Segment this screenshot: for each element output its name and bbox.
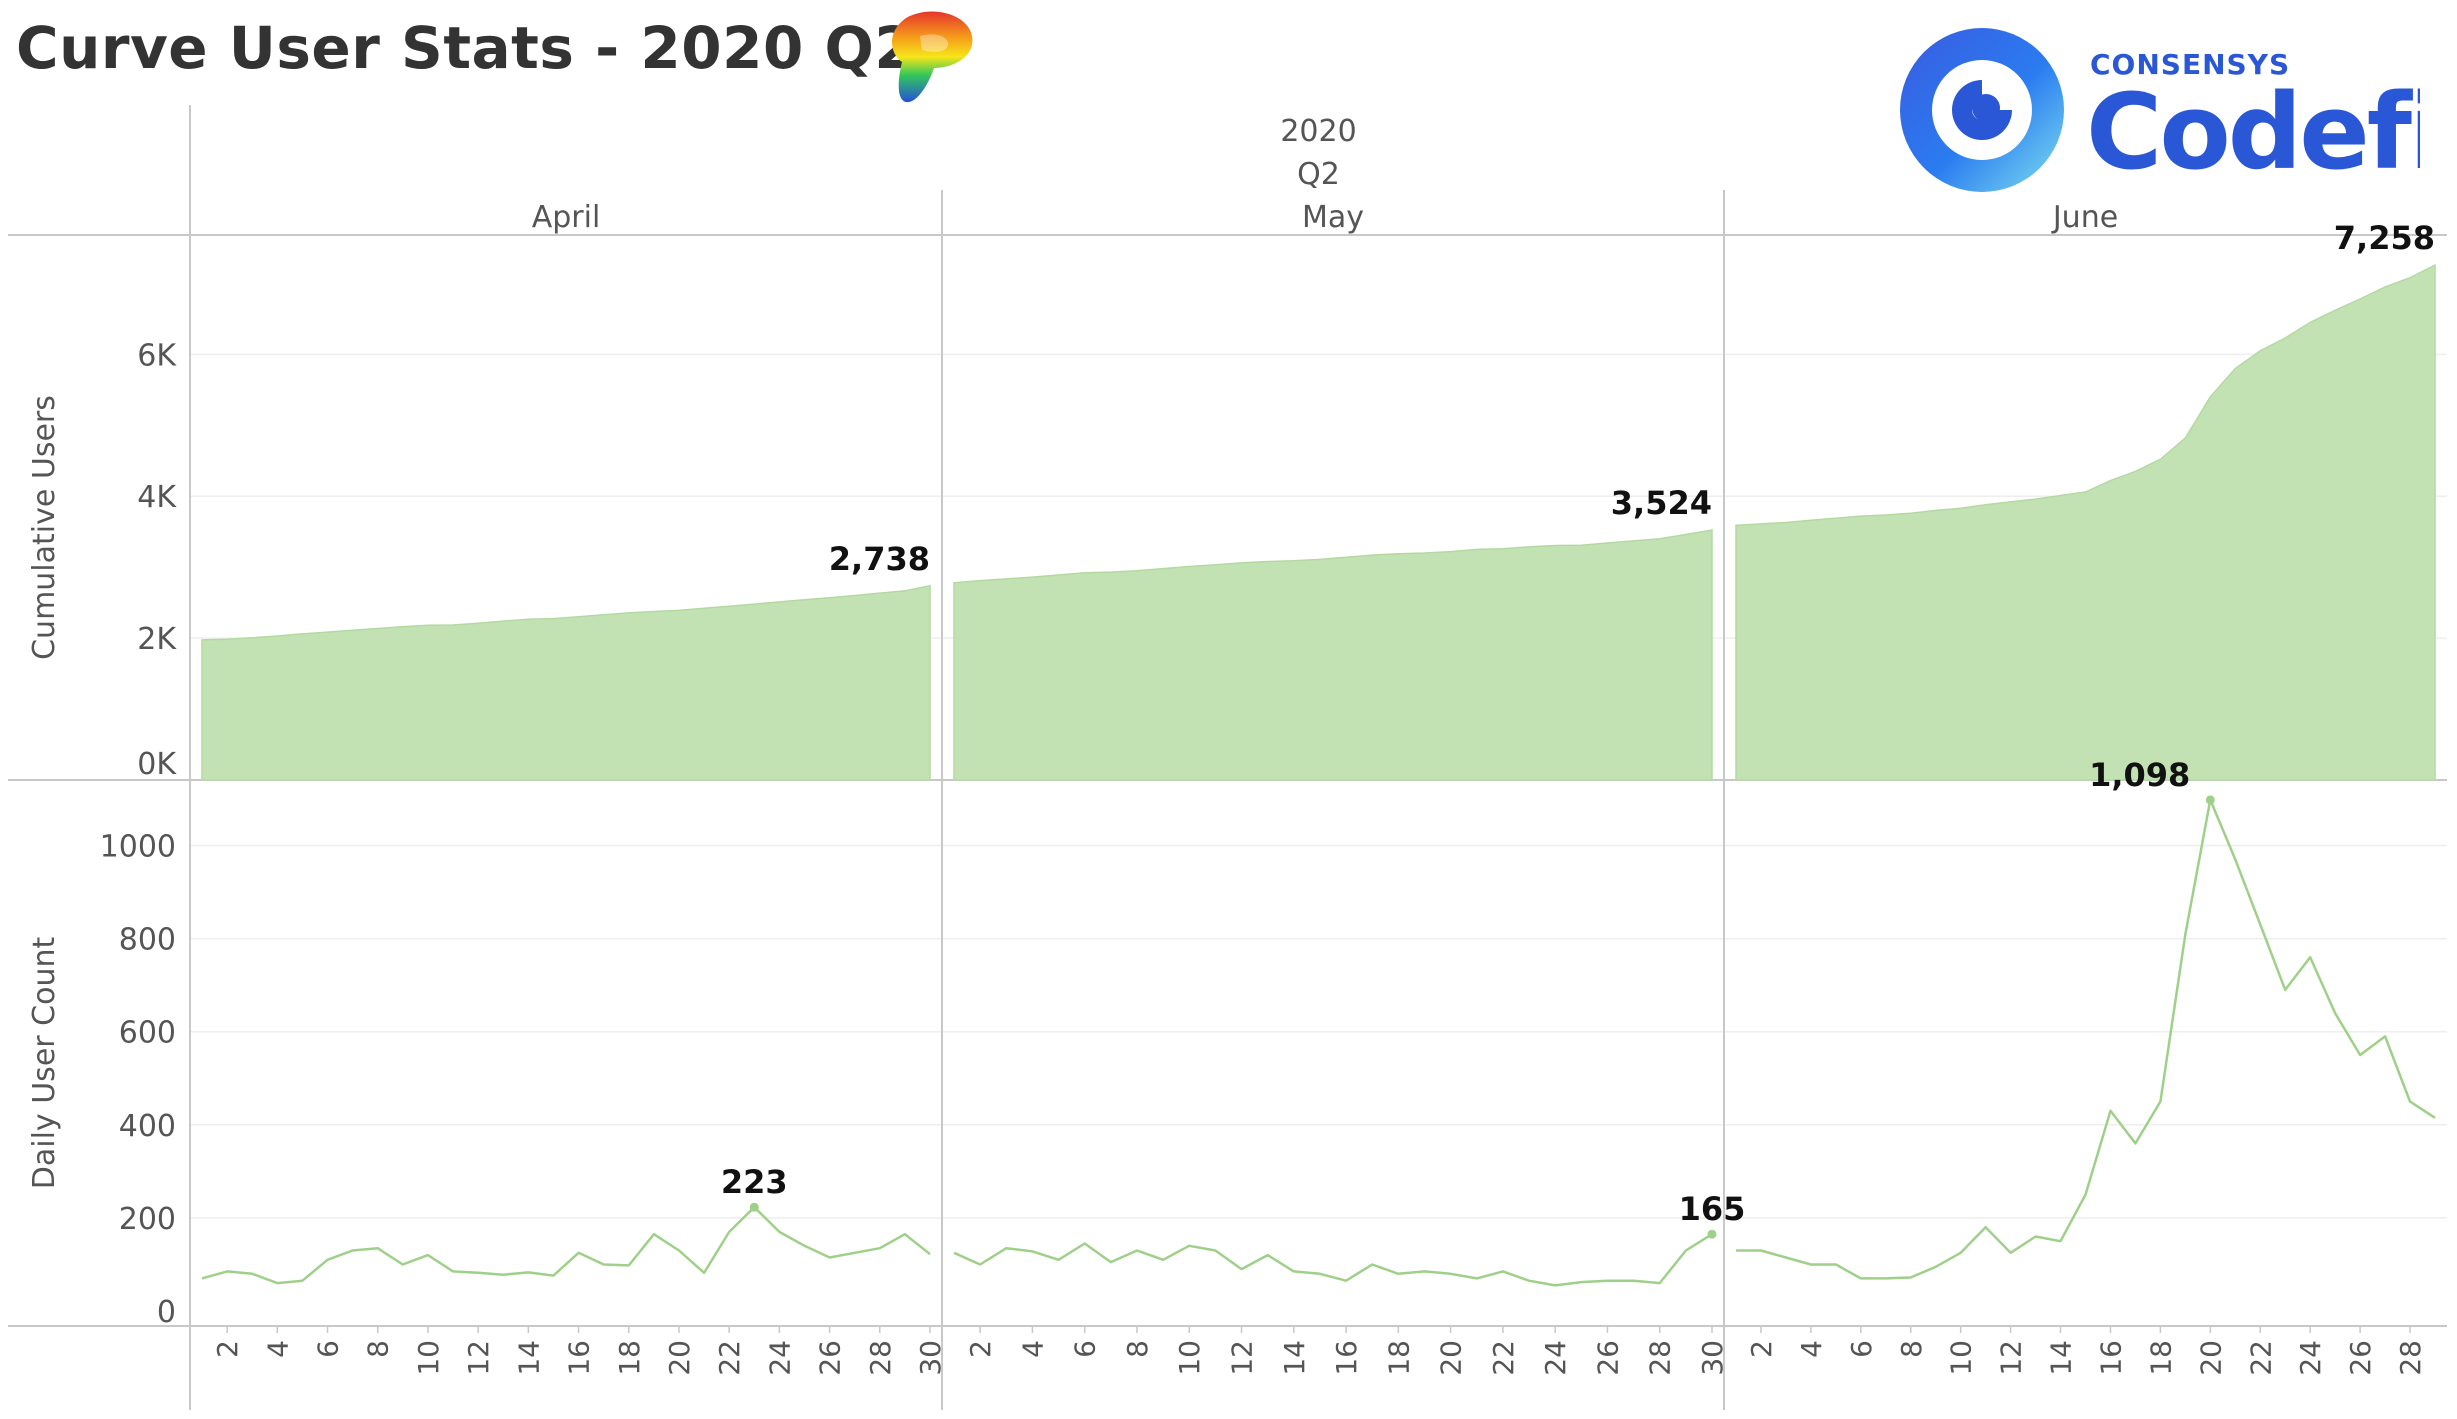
- x-tick-label: 22: [713, 1340, 746, 1376]
- x-tick-label: 28: [1644, 1340, 1677, 1376]
- x-tick-label: 22: [2244, 1340, 2277, 1376]
- cumulative-y-tick-label: 6K: [137, 338, 177, 373]
- x-tick-label: 20: [1435, 1340, 1468, 1376]
- cumulative-y-tick-label: 0K: [137, 747, 177, 782]
- x-tick-label: 18: [1382, 1340, 1415, 1376]
- x-tick-label: 4: [1795, 1340, 1828, 1358]
- daily-data-label: 223: [721, 1163, 788, 1201]
- x-tick-label: 16: [563, 1340, 596, 1376]
- cumulative-y-tick-label: 2K: [137, 622, 177, 657]
- x-tick-label: 26: [814, 1340, 847, 1376]
- daily-y-tick-label: 1000: [100, 830, 176, 865]
- x-tick-label: 8: [1121, 1340, 1154, 1358]
- x-tick-label: 18: [613, 1340, 646, 1376]
- cumulative-area-may: [953, 529, 1713, 781]
- cumulative-data-label: 3,524: [1611, 484, 1712, 522]
- daily-y-tick-label: 0: [157, 1295, 176, 1330]
- x-tick-label: 28: [864, 1340, 897, 1376]
- x-tick-label: 2: [964, 1340, 997, 1358]
- x-tick-label: 30: [914, 1340, 947, 1376]
- daily-line-may: [953, 1233, 1713, 1287]
- column-header: 2020 Q2 April May June: [532, 114, 2118, 235]
- daily-y-axis-title: Daily User Count: [27, 937, 62, 1190]
- x-tick-label: 4: [1016, 1340, 1049, 1358]
- header-year: 2020: [1280, 114, 1356, 149]
- daily-peak-marker: [1707, 1229, 1717, 1239]
- x-tick-label: 4: [261, 1340, 294, 1358]
- x-tick-label: 10: [1945, 1340, 1978, 1376]
- header-month-june: June: [2051, 200, 2118, 235]
- x-tick-label: 12: [1995, 1340, 2028, 1376]
- x-tick-label: 20: [663, 1340, 696, 1376]
- x-tick-label: 24: [1539, 1340, 1572, 1376]
- header-quarter: Q2: [1297, 157, 1340, 192]
- daily-line-april: [201, 1205, 931, 1285]
- header-month-april: April: [532, 200, 601, 235]
- cumulative-data-label: 7,258: [2334, 219, 2435, 257]
- x-tick-label: 24: [2294, 1340, 2327, 1376]
- x-tick-label: 20: [2194, 1340, 2227, 1376]
- daily-y-tick-label: 600: [119, 1016, 176, 1051]
- cumulative-areas: [201, 263, 2436, 781]
- daily-data-label: 165: [1679, 1190, 1746, 1228]
- x-tick-label: 26: [2344, 1340, 2377, 1376]
- x-tick-label: 28: [2394, 1340, 2427, 1376]
- x-tick-label: 6: [1069, 1340, 1102, 1358]
- x-tick-label: 8: [362, 1340, 395, 1358]
- daily-peak-marker: [2205, 795, 2215, 805]
- daily-line-june: [1736, 798, 2436, 1280]
- x-tick-label: 16: [2094, 1340, 2127, 1376]
- x-tick-label: 22: [1487, 1340, 1520, 1376]
- x-tick-label: 14: [1278, 1340, 1311, 1376]
- header-month-may: May: [1302, 200, 1364, 235]
- x-tick-label: 10: [1173, 1340, 1206, 1376]
- cumulative-area-april: [201, 584, 931, 781]
- x-tick-label: 10: [412, 1340, 445, 1376]
- page-title: Curve User Stats - 2020 Q2: [16, 14, 916, 82]
- daily-peak-marker: [749, 1202, 759, 1212]
- x-tick-label: 30: [1696, 1340, 1729, 1376]
- cumulative-area-june: [1735, 263, 2436, 781]
- x-tick-label: 2: [1745, 1340, 1778, 1358]
- x-tick-label: 14: [2045, 1340, 2078, 1376]
- cumulative-data-label: 2,738: [829, 540, 930, 578]
- codefi-big-text: Codefi: [2086, 71, 2420, 193]
- x-tick-label: 12: [1226, 1340, 1259, 1376]
- daily-y-tick-label: 400: [119, 1109, 176, 1144]
- x-tick-label: 26: [1591, 1340, 1624, 1376]
- codefi-small-text: CONSENSYS: [2090, 48, 2290, 81]
- x-tick-label: 12: [462, 1340, 495, 1376]
- x-tick-label: 24: [763, 1340, 796, 1376]
- daily-y-tick-label: 800: [119, 923, 176, 958]
- cumulative-y-tick-label: 4K: [137, 480, 177, 515]
- daily-y-tick-label: 200: [119, 1202, 176, 1237]
- daily-data-label: 1,098: [2089, 756, 2190, 794]
- x-tick-label: 8: [1895, 1340, 1928, 1358]
- data-labels: 2,738 3,524 7,258 223 165 1,098: [721, 219, 2435, 1239]
- x-tick-label: 6: [1845, 1340, 1878, 1358]
- cumulative-y-axis-title: Cumulative Users: [27, 395, 62, 660]
- x-tick-label: 16: [1330, 1340, 1363, 1376]
- x-tick-label: 18: [2144, 1340, 2177, 1376]
- x-tick-label: 6: [312, 1340, 345, 1358]
- x-tick-label: 14: [512, 1340, 545, 1376]
- x-tick-label: 2: [211, 1340, 244, 1358]
- daily-lines: [201, 798, 2436, 1287]
- codefi-logo: CONSENSYS Codefi: [1900, 28, 2420, 193]
- axes: 0K 2K 4K 6K 0 200 400 600 800 1000 Cumulative User…: [27, 338, 2427, 1375]
- curve-logo: [892, 11, 973, 103]
